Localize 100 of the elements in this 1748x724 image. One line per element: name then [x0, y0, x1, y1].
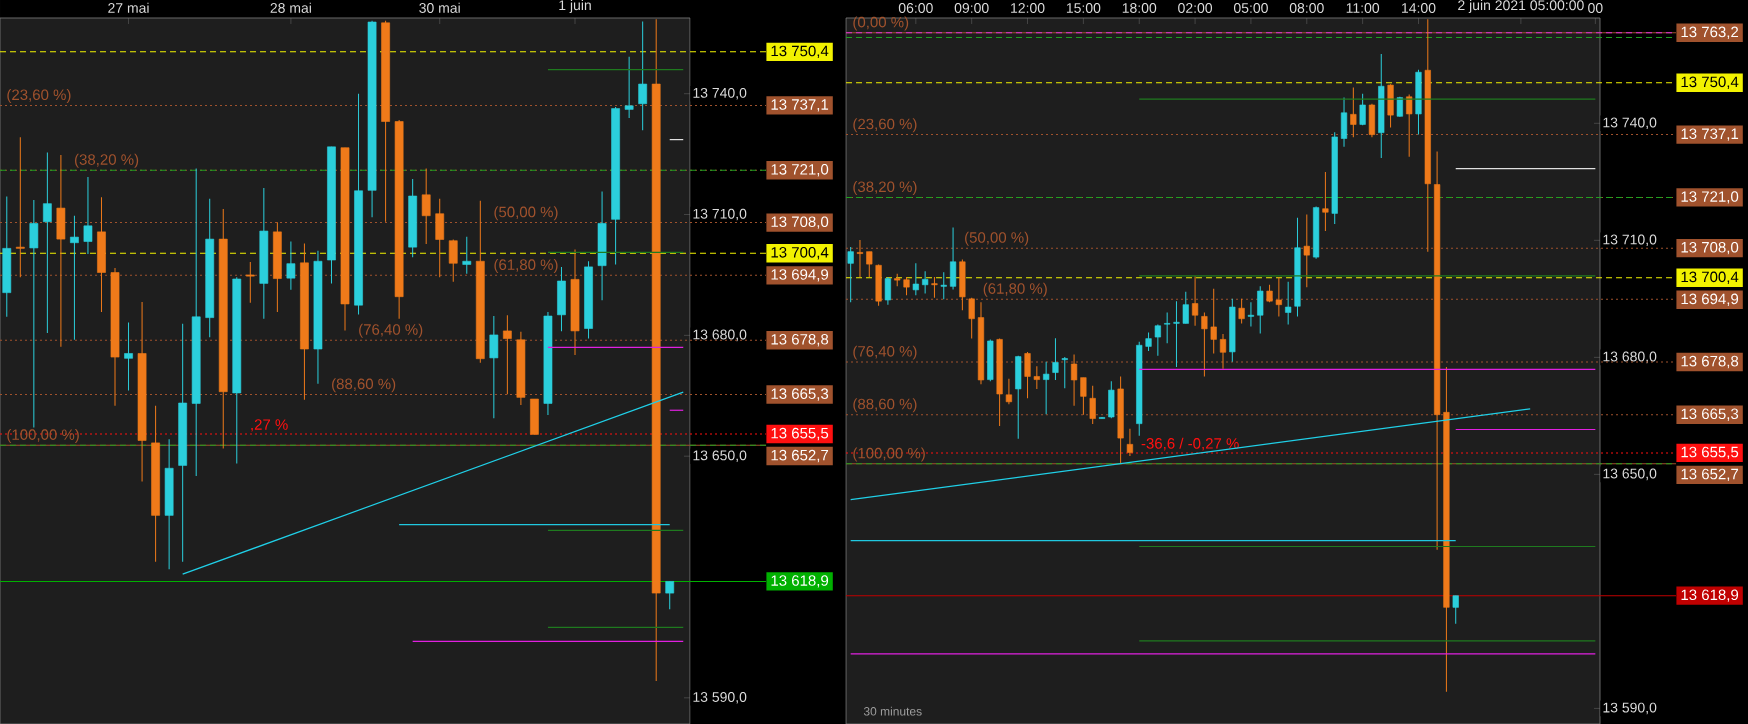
candlestick	[912, 262, 919, 296]
candlestick	[1043, 361, 1050, 415]
candlestick	[448, 239, 458, 283]
candlestick	[1005, 378, 1013, 405]
annotation: (100,00 %)	[853, 447, 925, 462]
y-tick-label: 13 740,0	[693, 87, 747, 100]
annotation: (50,00 %)	[965, 231, 1029, 246]
candlestick	[665, 580, 675, 610]
candlestick	[1210, 288, 1217, 354]
candlestick	[1182, 291, 1189, 324]
candlestick	[1191, 275, 1199, 327]
candlestick	[1359, 93, 1366, 126]
x-tick-label: 15:00	[1066, 3, 1101, 13]
candlestick	[638, 21, 648, 131]
candlestick	[1350, 86, 1357, 138]
candlestick	[968, 297, 975, 340]
candlestick	[847, 246, 854, 303]
y-tick-label: 13 650,0	[1603, 468, 1657, 481]
ref-line-label: 13 652,7	[1681, 468, 1739, 482]
ref-line-label: 13 694,9	[1681, 293, 1739, 306]
candlestick	[15, 136, 25, 278]
annotation: -36,6 / -0,27 %	[1141, 437, 1239, 451]
candlestick	[1219, 333, 1227, 370]
candlestick	[83, 176, 93, 255]
annotation: (23,60 %)	[7, 89, 71, 103]
x-tick-label: 27 mai	[108, 2, 149, 13]
candlestick	[286, 241, 296, 291]
x-tick-label: 28 mai	[270, 2, 311, 13]
candlestick	[1406, 93, 1413, 158]
candlestick	[1052, 337, 1059, 381]
ref-line-label: 13 678,8	[1681, 355, 1739, 369]
candlestick	[1322, 171, 1329, 232]
candlestick	[1089, 385, 1096, 425]
candlestick	[245, 261, 255, 304]
x-tick-label: 2 juin 2021 05:00:00	[1458, 0, 1584, 13]
y-tick-label: 13 710,0	[1603, 234, 1657, 247]
candlestick	[1145, 331, 1152, 352]
candlestick	[1154, 324, 1161, 357]
candlestick	[922, 270, 929, 294]
candlestick	[931, 276, 938, 299]
candlestick	[1070, 354, 1078, 407]
ref-line-label: 13 750,4	[1681, 76, 1739, 89]
y-tick-label: 13 650,0	[693, 450, 747, 462]
ref-line-label: 13 708,0	[1681, 241, 1739, 255]
candlestick	[43, 152, 52, 334]
ref-line-label: 13 737,1	[1681, 128, 1739, 141]
candlestick	[1080, 377, 1087, 416]
ref-line-label: 13 750,4	[771, 45, 829, 59]
x-tick-label: 08:00	[1289, 3, 1324, 13]
x-tick-label: 00	[1588, 3, 1603, 13]
ref-line-label: 13 652,7	[771, 449, 829, 463]
ref-line-label: 13 708,0	[771, 216, 829, 229]
ref-line-label: 13 721,0	[771, 164, 829, 177]
annotation: (61,80 %)	[494, 258, 558, 273]
candlestick	[1164, 311, 1171, 344]
annotation: (23,60 %)	[853, 118, 917, 133]
candlestick	[884, 276, 891, 306]
y-tick-label: 13 590,0	[693, 692, 747, 704]
x-tick-label: 02:00	[1178, 3, 1213, 13]
candlestick	[1033, 365, 1040, 390]
annotation: (0,00 %)	[853, 16, 909, 31]
candlestick	[1024, 351, 1031, 399]
candlestick	[1238, 298, 1245, 324]
ref-line-label: 13 694,9	[771, 269, 829, 282]
candlestick	[462, 236, 472, 275]
ref-line-label: 13 678,8	[771, 333, 829, 347]
annotation: (76,40 %)	[853, 345, 917, 360]
annotation: (61,80 %)	[983, 282, 1047, 297]
ref-line-label: 13 763,2	[1681, 26, 1739, 40]
x-tick-label: 05:00	[1233, 3, 1268, 13]
x-tick-label: 06:00	[898, 3, 933, 13]
y-tick-label: 13 710,0	[693, 208, 747, 221]
ref-line-label: 13 618,9	[1681, 589, 1739, 602]
x-tick-label: 18:00	[1122, 3, 1157, 13]
candlestick	[1201, 311, 1208, 377]
ref-line-label: 13 737,1	[771, 99, 829, 112]
x-tick-label: 30 mai	[419, 2, 460, 13]
candlestick	[1285, 281, 1292, 326]
x-tick-label: 1 juin	[559, 0, 591, 13]
x-tick-label: 09:00	[954, 3, 989, 13]
candlestick	[124, 321, 133, 392]
candlestick	[624, 56, 634, 119]
candlestick	[489, 315, 499, 419]
ref-line-label: 13 655,5	[771, 427, 829, 441]
y-tick-label: 13 680,0	[693, 329, 747, 342]
y-tick-label: 13 680,0	[1603, 351, 1657, 364]
annotation: (88,60 %)	[853, 398, 917, 413]
y-tick-label: 13 740,0	[1603, 117, 1657, 130]
annotation: (38,20 %)	[853, 181, 917, 196]
candlestick	[1303, 214, 1310, 288]
candlestick	[70, 215, 79, 341]
y-tick-label: 13 590,0	[1603, 702, 1657, 715]
candlestick	[1247, 301, 1255, 328]
candlestick	[866, 251, 873, 278]
candlestick	[903, 276, 910, 296]
ref-line-label: 13 655,5	[1681, 446, 1739, 460]
candlestick	[421, 168, 431, 245]
x-tick-label: 14:00	[1402, 3, 1436, 13]
candlestick	[503, 314, 512, 395]
candlestick	[1173, 300, 1180, 368]
